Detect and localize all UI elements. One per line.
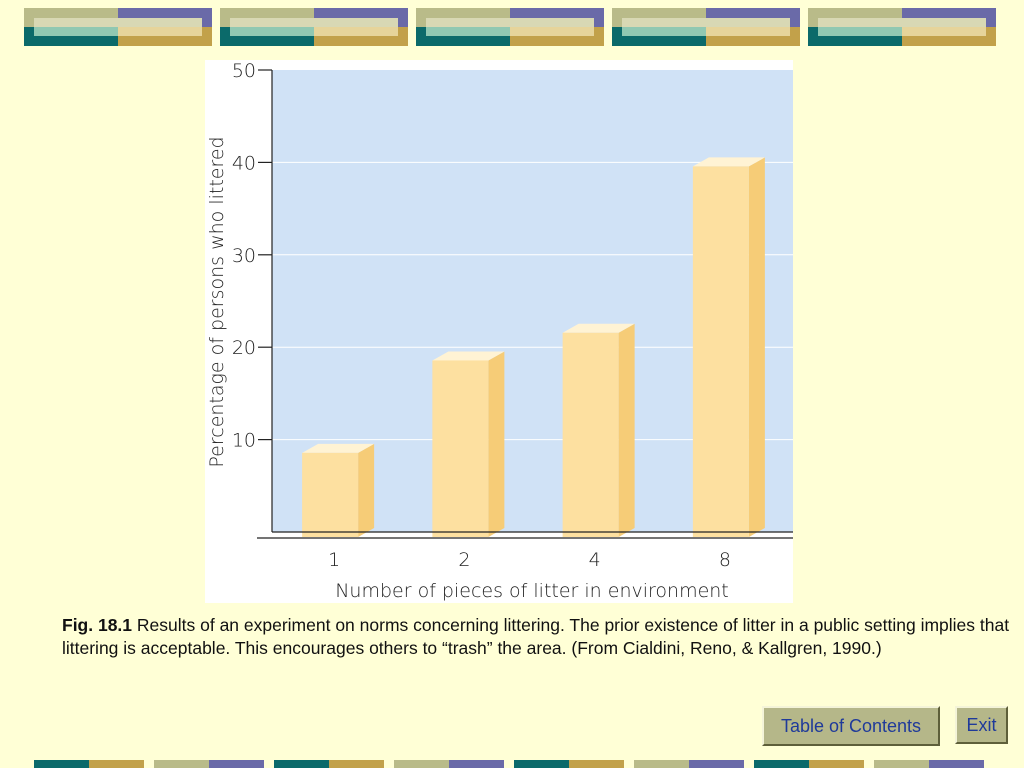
figure-label: Fig. 18.1 (62, 615, 133, 635)
top-band-tile (612, 8, 800, 46)
band-segment (314, 18, 398, 27)
x-tick-label: 4 (589, 549, 601, 571)
band-segment (929, 760, 984, 768)
top-band-tile (416, 8, 604, 46)
band-segment (809, 760, 864, 768)
top-band-tile (808, 8, 996, 46)
bars (302, 157, 765, 537)
x-tick-label: 8 (719, 549, 731, 571)
bottom-band-tile (34, 760, 144, 768)
band-segment (510, 18, 594, 27)
band-segment (230, 27, 314, 36)
bar-2 (432, 360, 489, 537)
bottom-band-tile (874, 760, 984, 768)
band-segment (34, 18, 118, 27)
y-tick-label: 40 (232, 152, 256, 174)
band-segment (449, 760, 504, 768)
x-tick-label: 1 (328, 549, 340, 571)
band-segment (510, 27, 594, 36)
band-segment (818, 27, 902, 36)
band-segment (818, 18, 902, 27)
y-tick-label: 50 (232, 60, 256, 82)
band-segment (622, 18, 706, 27)
band-segment (329, 760, 384, 768)
bar-side (618, 323, 635, 537)
top-band-tile (220, 8, 408, 46)
bar-1 (302, 452, 359, 537)
band-segment (34, 760, 89, 768)
bar-top (432, 351, 505, 361)
y-tick-label: 20 (232, 337, 256, 359)
band-segment (689, 760, 744, 768)
band-segment (394, 760, 449, 768)
bottom-band-tile (274, 760, 384, 768)
bar-4 (562, 332, 619, 537)
band-segment (230, 18, 314, 27)
y-tick-label: 10 (232, 430, 256, 452)
caption-text: Results of an experiment on norms concer… (62, 615, 1010, 658)
band-segment (314, 27, 398, 36)
band-segment (118, 18, 202, 27)
bar-side (488, 351, 505, 537)
y-tick-label: 30 (232, 245, 256, 267)
band-segment (426, 18, 510, 27)
band-segment (89, 760, 144, 768)
band-segment (902, 27, 986, 36)
band-segment (902, 18, 986, 27)
y-axis-label: Percentage of persons who littered (206, 136, 228, 467)
figure-caption: Fig. 18.1 Results of an experiment on no… (62, 614, 1012, 660)
band-segment (274, 760, 329, 768)
bar-side (358, 443, 375, 537)
bar-8 (692, 166, 749, 537)
band-segment (118, 27, 202, 36)
bottom-band-tile (514, 760, 624, 768)
bar-side (748, 157, 765, 537)
band-segment (754, 760, 809, 768)
top-decorative-band (24, 8, 998, 46)
table-of-contents-button[interactable]: Table of Contents (762, 706, 940, 746)
chart-svg: 10 20 30 40 50 1 2 4 8 Percentage of persons wh… (206, 60, 793, 602)
band-segment (209, 760, 264, 768)
axes (257, 70, 793, 539)
band-segment (634, 760, 689, 768)
band-segment (34, 27, 118, 36)
band-segment (622, 27, 706, 36)
bottom-band-tile (754, 760, 864, 768)
exit-button[interactable]: Exit (955, 706, 1008, 744)
bottom-band-tile (394, 760, 504, 768)
x-axis-label: Number of pieces of litter in environmen… (335, 580, 729, 602)
top-band-tile (24, 8, 212, 46)
bar-top (302, 443, 375, 453)
x-tick-labels: 1 2 4 8 (328, 549, 731, 571)
bar-chart: 10 20 30 40 50 1 2 4 8 Percentage of persons wh… (205, 60, 793, 603)
band-segment (569, 760, 624, 768)
band-segment (426, 27, 510, 36)
bottom-band-tile (154, 760, 264, 768)
x-tick-label: 2 (458, 549, 470, 571)
band-segment (874, 760, 929, 768)
band-segment (154, 760, 209, 768)
y-tick-labels: 10 20 30 40 50 (232, 60, 256, 452)
bottom-band-tile (634, 760, 744, 768)
band-segment (514, 760, 569, 768)
bar-top (692, 157, 765, 167)
bottom-decorative-band (34, 760, 984, 768)
bar-top (562, 323, 635, 333)
band-segment (706, 18, 790, 27)
band-segment (706, 27, 790, 36)
